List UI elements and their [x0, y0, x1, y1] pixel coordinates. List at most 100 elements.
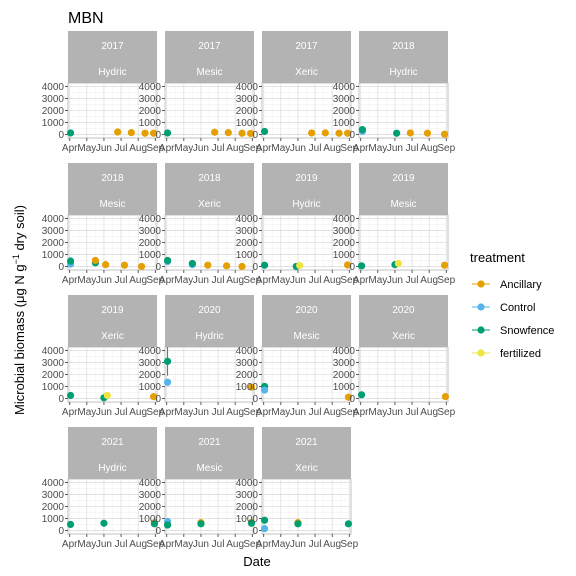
- legend-key-point: [477, 349, 485, 357]
- x-tick-label: Jul: [309, 539, 322, 550]
- data-point: [66, 520, 75, 529]
- x-tick-label: Apr: [62, 275, 78, 286]
- facet-strip: [68, 427, 157, 479]
- facet-site-label: Xeric: [101, 331, 124, 342]
- x-tick-label: May: [77, 275, 96, 286]
- data-point: [149, 393, 158, 401]
- y-tick-label: 2000: [236, 502, 259, 513]
- y-tick-label: 3000: [42, 94, 65, 105]
- x-tick-label: Sep: [243, 539, 261, 550]
- x-tick-label: Apr: [62, 143, 78, 154]
- data-point: [343, 261, 352, 269]
- facet-year-label: 2020: [392, 305, 415, 316]
- x-tick-label: Jun: [96, 143, 112, 154]
- data-point: [188, 259, 196, 268]
- facet-strip: [165, 427, 254, 479]
- facet-strip: [68, 295, 157, 347]
- data-point: [211, 128, 219, 136]
- facet-site-label: Mesic: [293, 331, 319, 342]
- y-tick-label: 2000: [42, 106, 65, 117]
- x-tick-label: Apr: [256, 275, 272, 286]
- facet-strip: [68, 163, 157, 215]
- x-tick-label: Apr: [353, 407, 369, 418]
- x-tick-label: Jun: [290, 407, 306, 418]
- legend-key-point: [477, 326, 485, 334]
- data-point: [394, 259, 402, 268]
- x-tick-label: Jul: [212, 143, 225, 154]
- data-point: [247, 519, 256, 527]
- x-tick-label: May: [271, 407, 290, 418]
- x-tick-label: Aug: [226, 275, 244, 286]
- y-tick-label: 1000: [139, 118, 162, 129]
- y-tick-label: 2000: [333, 238, 356, 249]
- y-tick-label: 3000: [42, 358, 65, 369]
- data-point: [66, 391, 75, 400]
- y-tick-label: 4000: [42, 346, 65, 357]
- data-point: [238, 262, 246, 271]
- y-tick-label: 4000: [333, 346, 356, 357]
- data-point: [335, 129, 343, 137]
- x-tick-label: Apr: [159, 143, 175, 154]
- y-tick-label: 0: [349, 262, 355, 273]
- x-tick-label: Apr: [256, 407, 272, 418]
- y-tick-label: 1000: [42, 514, 65, 525]
- x-tick-label: Jun: [387, 143, 403, 154]
- data-point: [357, 391, 366, 399]
- x-tick-label: Jul: [212, 407, 225, 418]
- facet-year-label: 2018: [198, 173, 221, 184]
- data-point: [197, 520, 205, 528]
- x-tick-label: Jul: [309, 407, 322, 418]
- y-tick-label: 2000: [333, 106, 356, 117]
- data-point: [296, 261, 304, 270]
- facet-strip: [262, 295, 351, 347]
- x-tick-label: May: [174, 143, 193, 154]
- y-tick-label: 0: [252, 394, 258, 405]
- y-tick-label: 3000: [139, 226, 162, 237]
- chart-title: MBN: [68, 10, 104, 27]
- y-tick-label: 4000: [42, 82, 65, 93]
- x-tick-label: Aug: [420, 143, 438, 154]
- legend-key-point: [477, 303, 485, 311]
- y-tick-label: 4000: [139, 82, 162, 93]
- y-tick-label: 2000: [236, 238, 259, 249]
- y-axis-title-main: Microbial biomass (μg N g: [12, 264, 27, 415]
- data-point: [141, 129, 149, 137]
- data-point: [294, 520, 302, 528]
- facet-strip: [359, 163, 448, 215]
- y-tick-label: 0: [155, 526, 161, 537]
- data-point: [163, 129, 172, 137]
- y-axis-title: Microbial biomass (μg N g−1 dry soil): [11, 205, 27, 415]
- facet-year-label: 2019: [295, 173, 318, 184]
- y-tick-label: 3000: [333, 94, 356, 105]
- x-tick-label: Apr: [256, 539, 272, 550]
- facet-year-label: 2019: [101, 305, 124, 316]
- x-tick-label: Aug: [226, 407, 244, 418]
- data-point: [120, 261, 129, 269]
- y-tick-label: 3000: [333, 226, 356, 237]
- data-point: [150, 520, 159, 528]
- y-tick-label: 4000: [42, 478, 65, 489]
- y-tick-label: 0: [349, 394, 355, 405]
- y-tick-label: 1000: [236, 118, 259, 129]
- x-tick-label: Jul: [115, 275, 128, 286]
- data-point: [440, 130, 449, 138]
- x-tick-label: Jun: [387, 407, 403, 418]
- x-tick-label: Aug: [129, 407, 147, 418]
- data-point: [103, 391, 111, 400]
- x-tick-label: Sep: [340, 143, 358, 154]
- y-tick-label: 4000: [139, 214, 162, 225]
- legend-title: treatment: [470, 250, 525, 265]
- facet-year-label: 2021: [295, 437, 318, 448]
- data-point: [247, 383, 256, 391]
- x-tick-label: Jul: [115, 143, 128, 154]
- x-tick-label: Sep: [340, 275, 358, 286]
- x-tick-label: Jul: [212, 275, 225, 286]
- y-tick-label: 4000: [333, 214, 356, 225]
- y-tick-label: 0: [58, 526, 64, 537]
